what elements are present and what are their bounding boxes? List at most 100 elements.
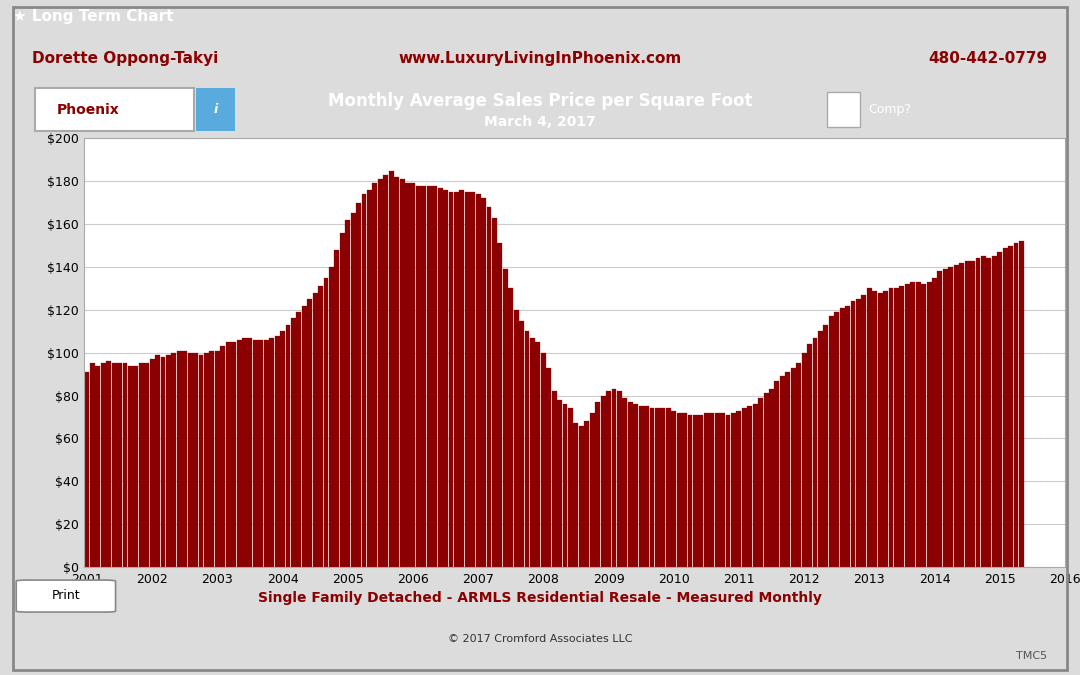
Bar xyxy=(122,363,127,567)
Bar xyxy=(677,412,681,567)
Bar xyxy=(654,408,660,567)
Bar xyxy=(90,363,95,567)
Text: Monthly Average Sales Price per Square Foot: Monthly Average Sales Price per Square F… xyxy=(327,92,753,109)
Bar xyxy=(335,250,339,567)
Bar xyxy=(301,306,307,567)
Bar xyxy=(1002,248,1008,567)
Bar xyxy=(220,346,226,567)
Bar xyxy=(747,406,752,567)
Bar xyxy=(443,190,448,567)
Bar xyxy=(100,363,106,567)
Bar xyxy=(839,308,845,567)
Bar xyxy=(900,286,904,567)
Bar xyxy=(389,171,393,567)
Bar xyxy=(498,244,502,567)
Bar xyxy=(937,271,943,567)
Bar xyxy=(780,376,785,567)
Bar xyxy=(1008,246,1013,567)
Bar xyxy=(253,340,258,567)
Bar xyxy=(313,293,318,567)
Bar xyxy=(437,188,443,567)
Bar xyxy=(139,363,144,567)
Bar xyxy=(156,355,160,567)
Bar xyxy=(737,410,741,567)
Bar xyxy=(699,415,703,567)
Bar xyxy=(726,415,730,567)
Bar xyxy=(84,372,90,567)
Bar xyxy=(573,423,579,567)
Bar xyxy=(296,312,301,567)
Bar xyxy=(134,366,138,567)
Bar xyxy=(873,290,877,567)
Bar xyxy=(997,252,1002,567)
Bar xyxy=(367,190,372,567)
Bar xyxy=(410,184,416,567)
Bar xyxy=(362,194,366,567)
Bar xyxy=(595,402,600,567)
Bar xyxy=(807,344,812,567)
Bar xyxy=(932,277,937,567)
Bar xyxy=(421,186,427,567)
Bar xyxy=(536,342,540,567)
Bar xyxy=(269,338,274,567)
Bar xyxy=(753,404,758,567)
Bar xyxy=(470,192,475,567)
Bar xyxy=(183,350,187,567)
Bar xyxy=(226,342,231,567)
Bar xyxy=(774,381,780,567)
Bar xyxy=(204,352,208,567)
Bar xyxy=(563,404,567,567)
Bar xyxy=(683,412,687,567)
Bar xyxy=(432,186,437,567)
FancyBboxPatch shape xyxy=(827,92,860,128)
Bar xyxy=(378,179,382,567)
Bar xyxy=(579,425,584,567)
Bar xyxy=(166,355,171,567)
Bar xyxy=(215,350,220,567)
Bar xyxy=(862,295,866,567)
Bar xyxy=(905,284,909,567)
Bar xyxy=(514,310,518,567)
Bar xyxy=(161,357,165,567)
Bar xyxy=(427,186,432,567)
Bar xyxy=(981,256,986,567)
Text: i: i xyxy=(214,103,218,116)
Bar xyxy=(481,198,486,567)
Bar xyxy=(1018,241,1024,567)
Text: Single Family Detached - ARMLS Residential Resale - Measured Monthly: Single Family Detached - ARMLS Residenti… xyxy=(258,591,822,605)
Bar xyxy=(346,220,350,567)
Bar xyxy=(416,186,421,567)
Bar xyxy=(828,317,834,567)
Bar xyxy=(95,366,100,567)
Bar xyxy=(878,293,882,567)
Text: TMC5: TMC5 xyxy=(1016,651,1048,661)
FancyBboxPatch shape xyxy=(36,88,194,131)
Bar xyxy=(606,392,611,567)
Bar xyxy=(188,352,192,567)
Bar xyxy=(264,340,269,567)
Bar xyxy=(600,396,606,567)
Bar xyxy=(954,265,959,567)
Bar xyxy=(199,355,203,567)
Bar xyxy=(237,340,242,567)
Bar xyxy=(948,267,954,567)
Bar xyxy=(319,286,323,567)
Bar xyxy=(127,366,133,567)
Bar xyxy=(231,342,237,567)
Bar xyxy=(552,392,556,567)
Bar xyxy=(274,335,280,567)
Bar xyxy=(846,306,850,567)
Bar xyxy=(291,319,296,567)
FancyBboxPatch shape xyxy=(16,580,116,612)
Text: ★ Long Term Chart: ★ Long Term Chart xyxy=(13,9,174,24)
Bar xyxy=(883,290,888,567)
Bar xyxy=(823,325,828,567)
Bar xyxy=(764,394,769,567)
Bar xyxy=(258,340,264,567)
Bar xyxy=(720,412,725,567)
Bar xyxy=(356,202,361,567)
Bar xyxy=(796,363,801,567)
Bar xyxy=(970,261,975,567)
Bar xyxy=(638,406,644,567)
Bar xyxy=(611,389,617,567)
